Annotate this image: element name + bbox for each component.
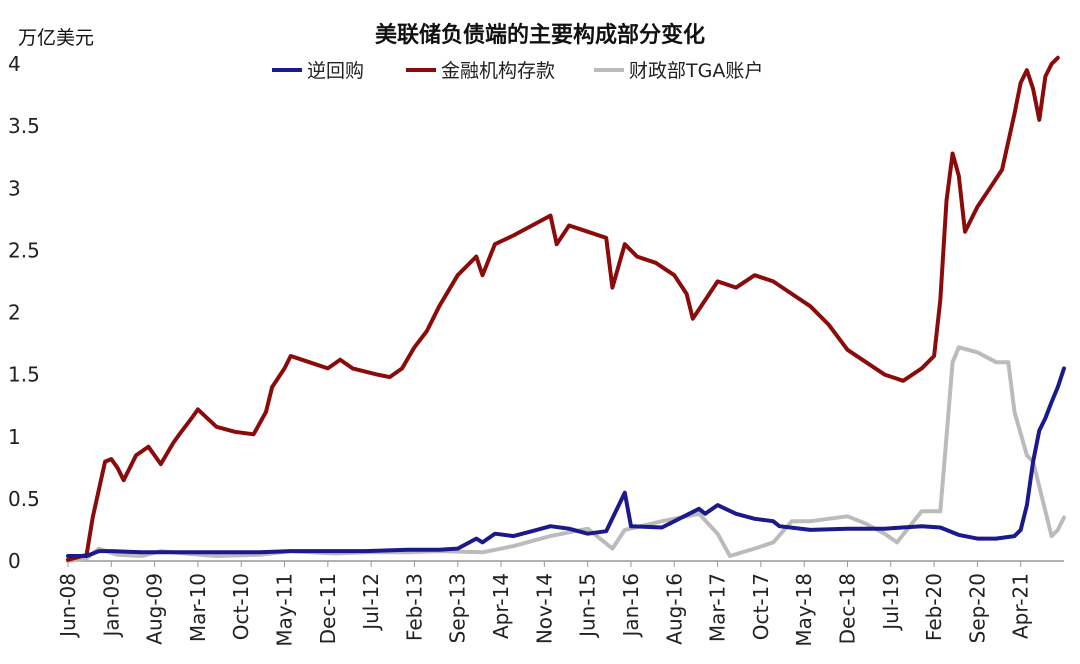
series-line-1	[66, 55, 1060, 562]
x-tick-label: Jan-16	[619, 573, 643, 639]
x-tick-label: Oct-17	[749, 573, 773, 640]
x-tick-label: Jun-08	[56, 573, 80, 639]
series-line-2	[66, 345, 1066, 563]
y-tick-label: 4	[8, 52, 21, 76]
y-tick-label: 3	[8, 176, 21, 200]
y-axis: 0 0.5 1 1.5 2 2.5 3 3.5 4	[8, 52, 40, 573]
x-tick-label: Aug-09	[143, 573, 167, 645]
y-tick-label: 0.5	[8, 487, 40, 511]
plot-area	[66, 55, 1066, 563]
x-tick-label: Feb-13	[402, 573, 426, 641]
y-tick-label: 2.5	[8, 238, 40, 262]
x-tick-label: May-11	[273, 573, 297, 647]
chart-title: 美联储负债端的主要构成部分变化	[375, 22, 705, 48]
y-tick-label: 1.5	[8, 363, 40, 387]
x-tick-label: Sep-13	[446, 573, 470, 643]
x-tick-label: Jan-09	[99, 573, 123, 639]
x-tick-label: Jul-12	[359, 573, 383, 632]
legend-label-0: 逆回购	[307, 60, 364, 82]
x-tick-label: Dec-18	[835, 573, 859, 644]
series-line-0	[66, 366, 1066, 558]
x-tick-label: Sep-20	[965, 573, 989, 643]
x-tick-label: Apr-14	[489, 573, 513, 639]
legend: 逆回购 金融机构存款 财政部TGA账户	[272, 60, 763, 82]
y-tick-label: 1	[8, 425, 21, 449]
x-axis: Jun-08 Jan-09 Aug-09 Mar-10 Oct-10 May-11 Dec-…	[56, 560, 1064, 647]
y-tick-label: 2	[8, 301, 21, 325]
y-axis-unit: 万亿美元	[18, 27, 94, 49]
x-tick-label: Jul-19	[879, 573, 903, 632]
legend-label-1: 金融机构存款	[441, 60, 555, 82]
x-tick-label: Aug-16	[662, 573, 686, 645]
x-tick-label: Apr-21	[1009, 573, 1033, 639]
y-tick-label: 3.5	[8, 114, 40, 138]
x-tick-label: Dec-11	[316, 573, 340, 644]
x-tick-label: Oct-10	[229, 573, 253, 640]
x-tick-label: Mar-10	[186, 573, 210, 642]
x-tick-label: Feb-20	[922, 573, 946, 641]
legend-label-2: 财政部TGA账户	[629, 60, 763, 82]
x-tick-label: Jun-15	[576, 573, 600, 639]
x-tick-label: Mar-17	[706, 573, 730, 642]
x-tick-label: May-18	[792, 573, 816, 647]
y-tick-label: 0	[8, 549, 21, 573]
x-tick-label: Nov-14	[532, 573, 556, 644]
